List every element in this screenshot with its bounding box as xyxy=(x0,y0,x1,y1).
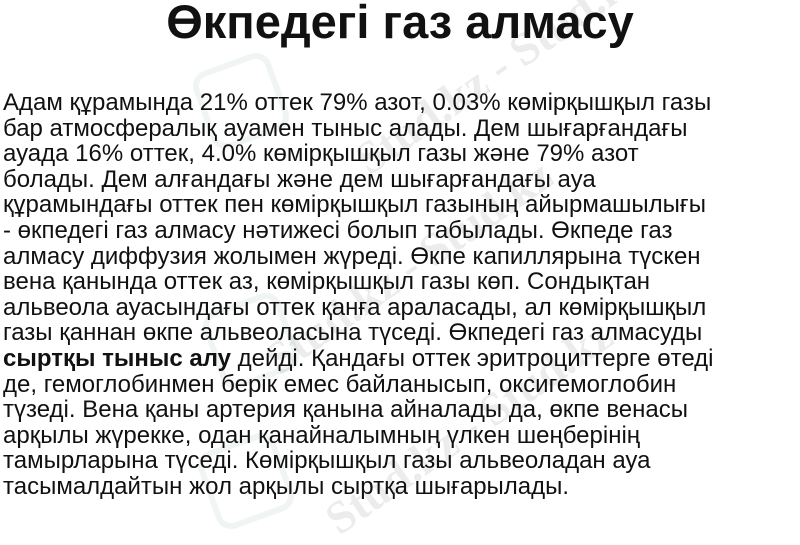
text-line: сыртқы тыныс алу дейді. Қандағы оттек эр… xyxy=(3,346,800,372)
text-line: вена қанында оттек аз, көмірқышқыл газы … xyxy=(3,268,651,296)
text-line: алмасу диффузия жолымен жүреді. Өкпе кап… xyxy=(3,242,701,270)
text-line: құрамындағы оттек пен көмірқышқыл газыны… xyxy=(3,191,706,219)
text-line: де, гемоглобинмен берік емес байланысып,… xyxy=(3,370,677,398)
body-text: Адам құрамында 21% оттек 79% азот, 0.03%… xyxy=(3,90,800,500)
text-line: бар атмосфералық ауамен тыныс алады. Дем… xyxy=(3,114,688,142)
text-line: - өкпедегі газ алмасу нәтижесі болып таб… xyxy=(3,216,673,244)
page-title: Өкпедегі газ алмасу xyxy=(166,0,634,48)
text-line: Адам құрамында 21% оттек 79% азот, 0.03%… xyxy=(3,89,712,116)
text-line: болады. Дем алғандағы және дем шығарғанд… xyxy=(3,165,596,193)
text-line: ауада 16% оттек, 4.0% көмірқышқыл газы ж… xyxy=(3,140,639,168)
bold-term: сыртқы тыныс алу xyxy=(3,344,231,372)
text-line: тасымалдайтын жол арқылы сыртқа шығарыла… xyxy=(3,472,570,500)
text-line: тамырларына түседі. Көмірқышқыл газы аль… xyxy=(3,447,651,475)
text-line: арқылы жүрекке, одан қанайналымның үлкен… xyxy=(3,421,641,449)
text-line: түзеді. Вена қаны артерия қанына айналад… xyxy=(3,396,688,424)
text-line: газы қаннан өкпе альвеоласына түседі. Өк… xyxy=(3,319,703,347)
text-line: альвеола ауасындағы оттек қанға араласад… xyxy=(3,293,707,321)
text-fragment: дейді. Қандағы оттек эритроциттерге өтед… xyxy=(231,344,714,372)
